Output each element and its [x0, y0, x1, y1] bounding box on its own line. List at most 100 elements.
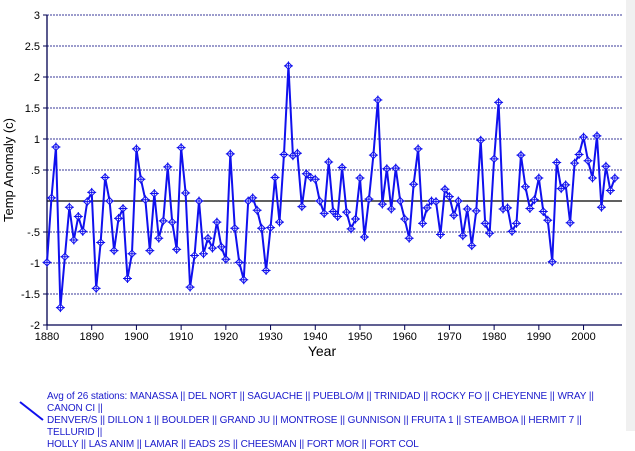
data-point [413, 144, 423, 154]
data-point [315, 196, 325, 206]
data-point-cross [131, 144, 141, 154]
data-point-cross [570, 158, 580, 168]
data-point [100, 172, 110, 182]
data-point-cross [333, 212, 343, 221]
y-tick-label: -1 [30, 258, 40, 270]
data-point [167, 217, 177, 227]
x-tick-label: 1880 [35, 331, 59, 343]
data-point [404, 233, 414, 243]
data-point-cross [51, 142, 61, 152]
data-point [453, 196, 463, 206]
data-point [391, 163, 401, 173]
data-point-cross [69, 235, 79, 245]
data-point [547, 257, 557, 267]
data-point [131, 144, 141, 154]
data-point-cross [96, 238, 106, 248]
x-tick-label: 1940 [303, 331, 327, 343]
data-point-cross [435, 229, 445, 239]
data-point-cross [203, 233, 213, 243]
data-point-cross [400, 214, 410, 224]
data-point-cross [534, 173, 544, 183]
data-point [87, 187, 97, 197]
data-point-cross [485, 228, 495, 238]
data-point-cross [158, 216, 168, 226]
data-point-cross [234, 257, 244, 267]
y-tick-label: 3 [34, 10, 40, 22]
y-tick-label: 1.5 [25, 103, 40, 115]
data-point-cross [409, 179, 419, 189]
data-point [96, 238, 106, 248]
data-point-cross [55, 303, 65, 313]
data-point-cross [252, 205, 262, 215]
data-point [480, 218, 490, 228]
x-axis-label: Year [308, 343, 337, 359]
data-point-cross [574, 150, 584, 159]
data-point-cross [359, 232, 369, 242]
data-point-cross [346, 224, 356, 234]
x-tick-label: 1890 [79, 331, 103, 343]
data-point [55, 303, 65, 313]
data-point-cross [511, 218, 521, 228]
data-point [467, 241, 477, 251]
x-tick-label: 2000 [571, 331, 595, 343]
data-point [561, 180, 571, 190]
data-point-cross [163, 162, 173, 172]
x-tick-label: 1920 [214, 331, 238, 343]
legend-line-3: HOLLY || LAS ANIM || LAMAR || EADS 2S ||… [47, 439, 419, 450]
x-tick-label: 1960 [392, 331, 416, 343]
data-point-cross [216, 242, 226, 252]
data-point [471, 206, 481, 216]
data-point-cross [198, 249, 208, 259]
y-tick-label: 1 [34, 134, 40, 146]
data-point-cross [610, 173, 620, 183]
data-point-cross [377, 199, 387, 209]
data-point [610, 173, 620, 183]
data-point-cross [324, 157, 334, 167]
data-point-cross [538, 207, 548, 217]
data-point-cross [601, 161, 611, 171]
data-point-cross [149, 189, 159, 199]
data-point-cross [458, 231, 468, 241]
data-point-cross [275, 217, 285, 227]
data-point [239, 275, 249, 285]
data-point-cross [64, 202, 74, 212]
data-point [207, 243, 217, 253]
data-point [292, 148, 302, 158]
data-point-cross [190, 251, 200, 261]
data-point [248, 193, 258, 203]
data-point-cross [270, 172, 280, 182]
data-point-cross [592, 131, 602, 141]
data-point [418, 218, 428, 228]
data-point-cross [225, 149, 235, 159]
data-point [78, 226, 88, 236]
data-point [185, 282, 195, 292]
data-point-cross [194, 196, 204, 206]
data-point-cross [351, 214, 361, 224]
data-point [310, 174, 320, 184]
data-point [194, 196, 204, 206]
data-point [216, 242, 226, 252]
data-point-cross [418, 218, 428, 228]
data-point [565, 218, 575, 228]
data-point [462, 204, 472, 214]
data-point [449, 210, 459, 220]
data-point [601, 161, 611, 171]
data-point [351, 214, 361, 224]
data-point-cross [60, 252, 70, 262]
data-point [319, 208, 329, 218]
data-point-cross [118, 203, 128, 213]
data-point [431, 197, 441, 207]
data-point [570, 158, 580, 168]
data-point-cross [476, 135, 486, 145]
data-point [525, 203, 535, 213]
data-point [382, 164, 392, 174]
data-point-cross [440, 184, 450, 194]
data-point-cross [91, 283, 101, 293]
data-point [149, 189, 159, 199]
data-point [355, 173, 365, 183]
data-point [122, 274, 132, 283]
data-point [176, 143, 186, 153]
data-point-cross [207, 243, 217, 253]
data-point-cross [382, 164, 392, 174]
y-tick-label: .5 [31, 165, 40, 177]
